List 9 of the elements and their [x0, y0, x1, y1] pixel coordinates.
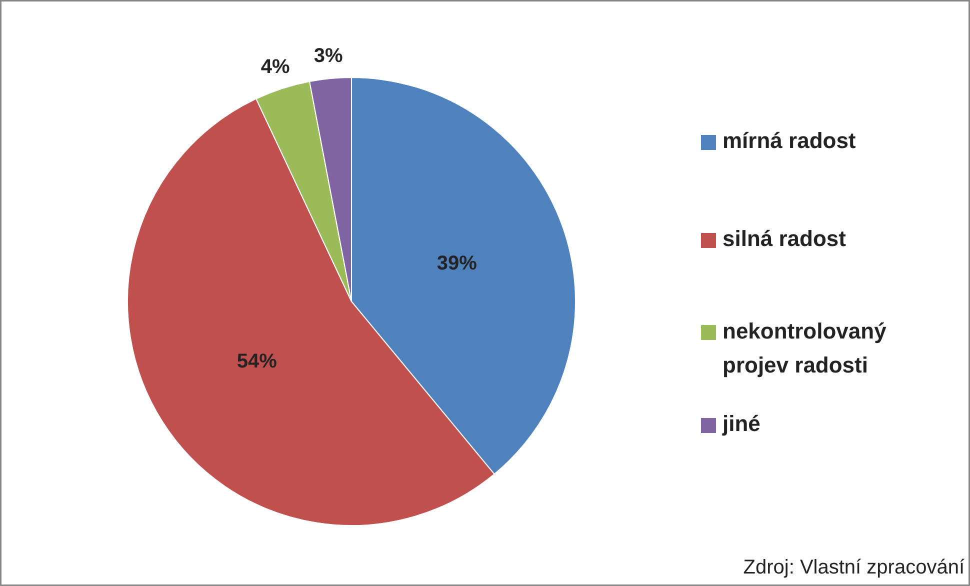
data-label: 4%	[260, 56, 290, 78]
data-label: 39%	[436, 252, 478, 275]
text: Zdroj: Vlastní zpracování	[743, 556, 965, 578]
legend-label: nekontrolovaný projev radosti	[722, 318, 888, 378]
legend-label: silná radost	[722, 226, 847, 251]
legend-label: jiné	[722, 411, 760, 436]
data-label: 3%	[314, 45, 343, 68]
data-label: 54%	[236, 350, 278, 373]
legend-label: mírná radost	[722, 128, 856, 153]
